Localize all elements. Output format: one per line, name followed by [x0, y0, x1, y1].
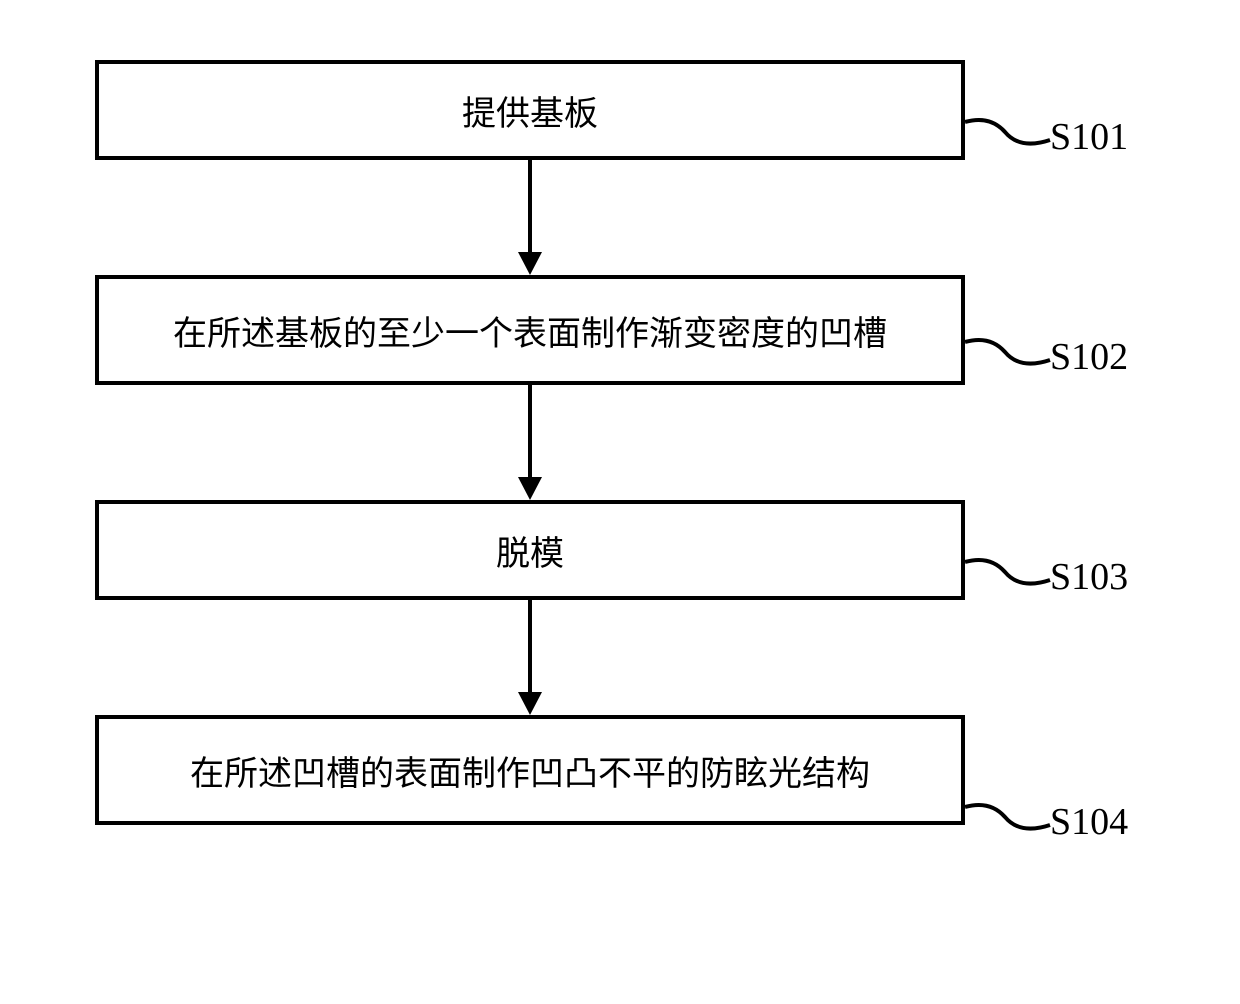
step-text: 在所述凹槽的表面制作凹凸不平的防眩光结构: [190, 746, 870, 795]
connector-s104: [965, 795, 1055, 855]
step-text: 脱模: [496, 526, 564, 575]
step-box-s101: 提供基板: [95, 60, 965, 160]
flowchart-container: 提供基板 S101 在所述基板的至少一个表面制作渐变密度的凹槽 S102 脱模 …: [95, 60, 1145, 825]
step-box-s102: 在所述基板的至少一个表面制作渐变密度的凹槽: [95, 275, 965, 385]
connector-s103: [965, 550, 1055, 610]
step-text: 提供基板: [462, 86, 598, 135]
arrow-container: [95, 600, 965, 715]
arrow-container: [95, 385, 965, 500]
step-box-s104: 在所述凹槽的表面制作凹凸不平的防眩光结构: [95, 715, 965, 825]
arrow-down-icon: [510, 600, 550, 715]
step-label: S103: [1050, 555, 1128, 599]
step-label: S104: [1050, 800, 1128, 844]
step-label: S101: [1050, 115, 1128, 159]
arrow-container: [95, 160, 965, 275]
arrow-down-icon: [510, 160, 550, 275]
step-label: S102: [1050, 335, 1128, 379]
connector-s101: [965, 110, 1055, 170]
step-text: 在所述基板的至少一个表面制作渐变密度的凹槽: [173, 306, 887, 355]
arrow-down-icon: [510, 385, 550, 500]
step-box-s103: 脱模: [95, 500, 965, 600]
connector-s102: [965, 330, 1055, 390]
